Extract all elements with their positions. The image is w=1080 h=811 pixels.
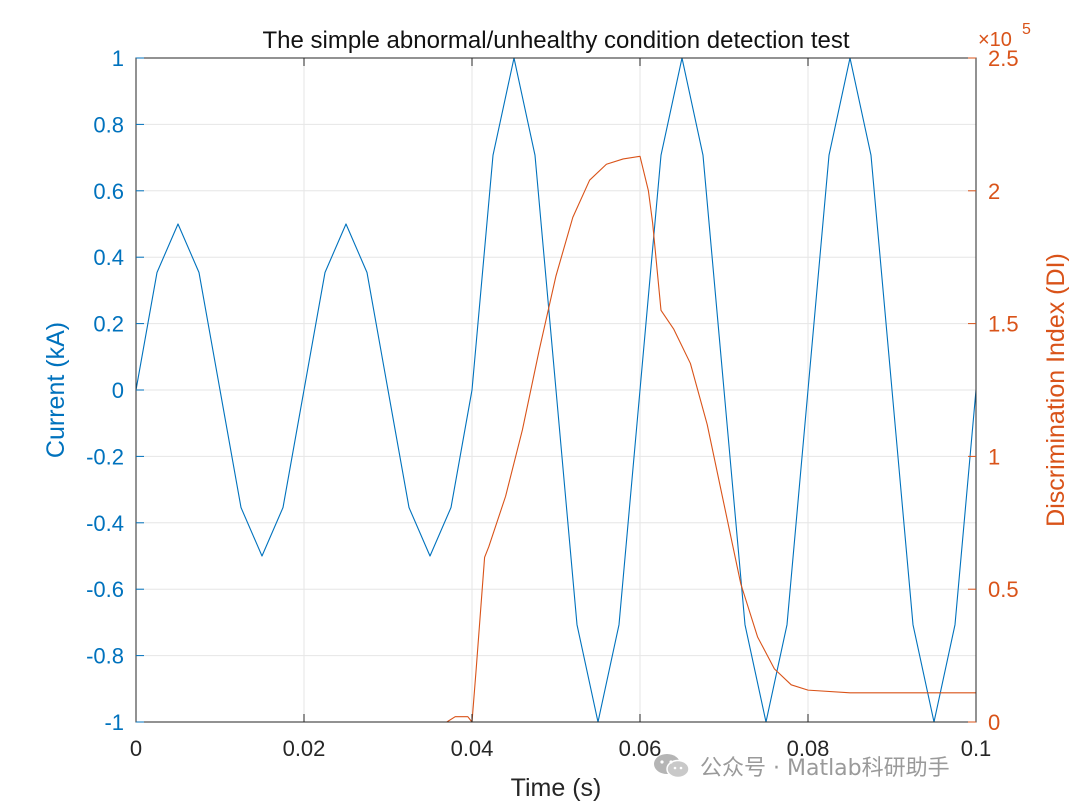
y-left-tick-label: -1 [104,710,124,735]
x-tick-label: 0.06 [619,736,662,761]
y-right-tick-label: 2 [988,179,1000,204]
y-left-axis-title: Current (kA) [42,322,70,458]
y-right-tick-label: 2.5 [988,46,1019,71]
right-axis-exponent: 5 [1022,21,1031,38]
x-tick-label: 0 [130,736,142,761]
y-left-tick-label: -0.4 [86,511,124,536]
y-left-tick-label: 1 [112,46,124,71]
x-tick-label: 0.02 [283,736,326,761]
y-left-tick-label: 0.8 [93,112,124,137]
y-left-tick-label: -0.6 [86,577,124,602]
x-tick-label: 0.08 [787,736,830,761]
y-left-tick-label: -0.8 [86,644,124,669]
right-axis-multiplier: ×10 [978,29,1012,51]
x-axis-title: Time (s) [511,774,602,802]
current-series-line [136,57,976,723]
watermark: 公众号 · Matlab科研助手 [652,750,950,782]
di-series-line [136,155,976,723]
ticks: 0 0.02 0.04 0.06 0.08 0.1 -1 -0.8 -0.6 -0.4 -0.2 0 0… [86,46,1019,761]
y-left-tick-label: -0.2 [86,444,124,469]
y-left-tick-label: 0 [112,378,124,403]
y-right-axis-title: Discrimination Index (DI) [1042,253,1070,527]
x-tick-label: 0.04 [451,736,494,761]
chat-bubble-icon [654,754,690,779]
y-right-tick-label: 1 [988,444,1000,469]
y-left-tick-label: 0.6 [93,179,124,204]
y-left-tick-label: 0.4 [93,245,124,270]
watermark-text: 公众号 · Matlab科研助手 [700,756,950,781]
y-right-tick-label: 1.5 [988,312,1019,337]
series-layer [136,57,976,723]
x-tick-label: 0.1 [961,736,992,761]
chart-title: The simple abnormal/unhealthy condition … [262,27,849,54]
y-left-tick-label: 0.2 [93,312,124,337]
y-right-tick-label: 0.5 [988,577,1019,602]
y-right-tick-label: 0 [988,710,1000,735]
